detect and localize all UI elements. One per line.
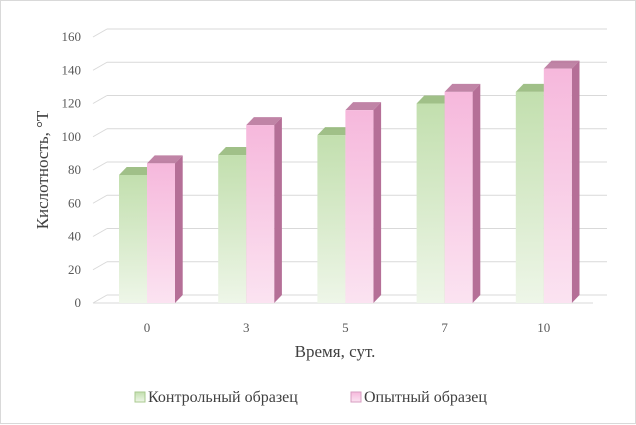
- bar-top-face: [246, 117, 282, 126]
- bar-side-face: [472, 83, 481, 303]
- bar-side-face: [274, 117, 282, 303]
- bar: [119, 174, 147, 303]
- y-tick-label: 80: [68, 162, 81, 177]
- bar: [444, 91, 473, 303]
- y-tick-label: 20: [68, 262, 81, 277]
- bar: [317, 135, 346, 303]
- bar: [543, 68, 572, 304]
- x-tick-label: 7: [441, 320, 448, 335]
- gridline-diag: [92, 194, 108, 204]
- gridline-diag: [92, 128, 108, 138]
- gridline-diag: [92, 294, 108, 304]
- gridline-diag: [92, 228, 108, 237]
- bar-top-face: [444, 83, 481, 92]
- bars: [119, 60, 580, 304]
- y-tick-label: 0: [75, 295, 82, 310]
- bar-side-face: [571, 60, 580, 304]
- bar-top-face: [119, 166, 155, 175]
- y-tick-label: 160: [62, 29, 82, 44]
- legend-label: Опытный образец: [364, 389, 487, 406]
- bar-top-face: [345, 102, 382, 111]
- bar-top-face: [515, 83, 552, 92]
- x-axis-ticks: 0 3 5 7 10: [144, 320, 551, 335]
- gridline-diag: [92, 261, 108, 271]
- bar: [515, 91, 544, 303]
- bar-side-face: [373, 102, 382, 304]
- bar: [416, 103, 445, 303]
- y-tick-label: 140: [62, 62, 82, 77]
- y-tick-label: 100: [62, 129, 82, 144]
- bar: [218, 155, 247, 303]
- bar-top-face: [317, 127, 354, 136]
- gridline-diag: [92, 161, 108, 171]
- x-tick-label: 0: [144, 320, 151, 335]
- bar-top-face: [543, 60, 580, 69]
- x-tick-label: 5: [342, 320, 349, 335]
- legend-swatch: [350, 391, 362, 403]
- x-axis-title: Время, сут.: [295, 342, 376, 361]
- gridline-diag: [92, 28, 108, 38]
- legend: Контрольный образец Опытный образец: [134, 389, 487, 406]
- bar-side-face: [175, 155, 183, 303]
- y-tick-label: 120: [62, 96, 82, 111]
- gridline-diag: [92, 95, 108, 104]
- y-axis-title: Кислотность, °Т: [33, 110, 52, 229]
- y-tick-label: 40: [68, 229, 81, 244]
- y-axis-ticks: 0 20 40 60 80 100 120 140 160: [62, 29, 82, 310]
- bar: [345, 110, 374, 304]
- gridline-diag: [92, 61, 108, 71]
- bar-top-face: [147, 155, 183, 164]
- bar-top-face: [416, 95, 453, 104]
- x-tick-label: 3: [243, 320, 250, 335]
- bar-top-face: [218, 147, 254, 156]
- bar: [246, 125, 275, 303]
- legend-label: Контрольный образец: [148, 389, 298, 406]
- legend-swatch: [134, 391, 146, 403]
- y-tick-label: 60: [68, 195, 81, 210]
- bar: [147, 163, 175, 303]
- x-tick-label: 10: [537, 320, 550, 335]
